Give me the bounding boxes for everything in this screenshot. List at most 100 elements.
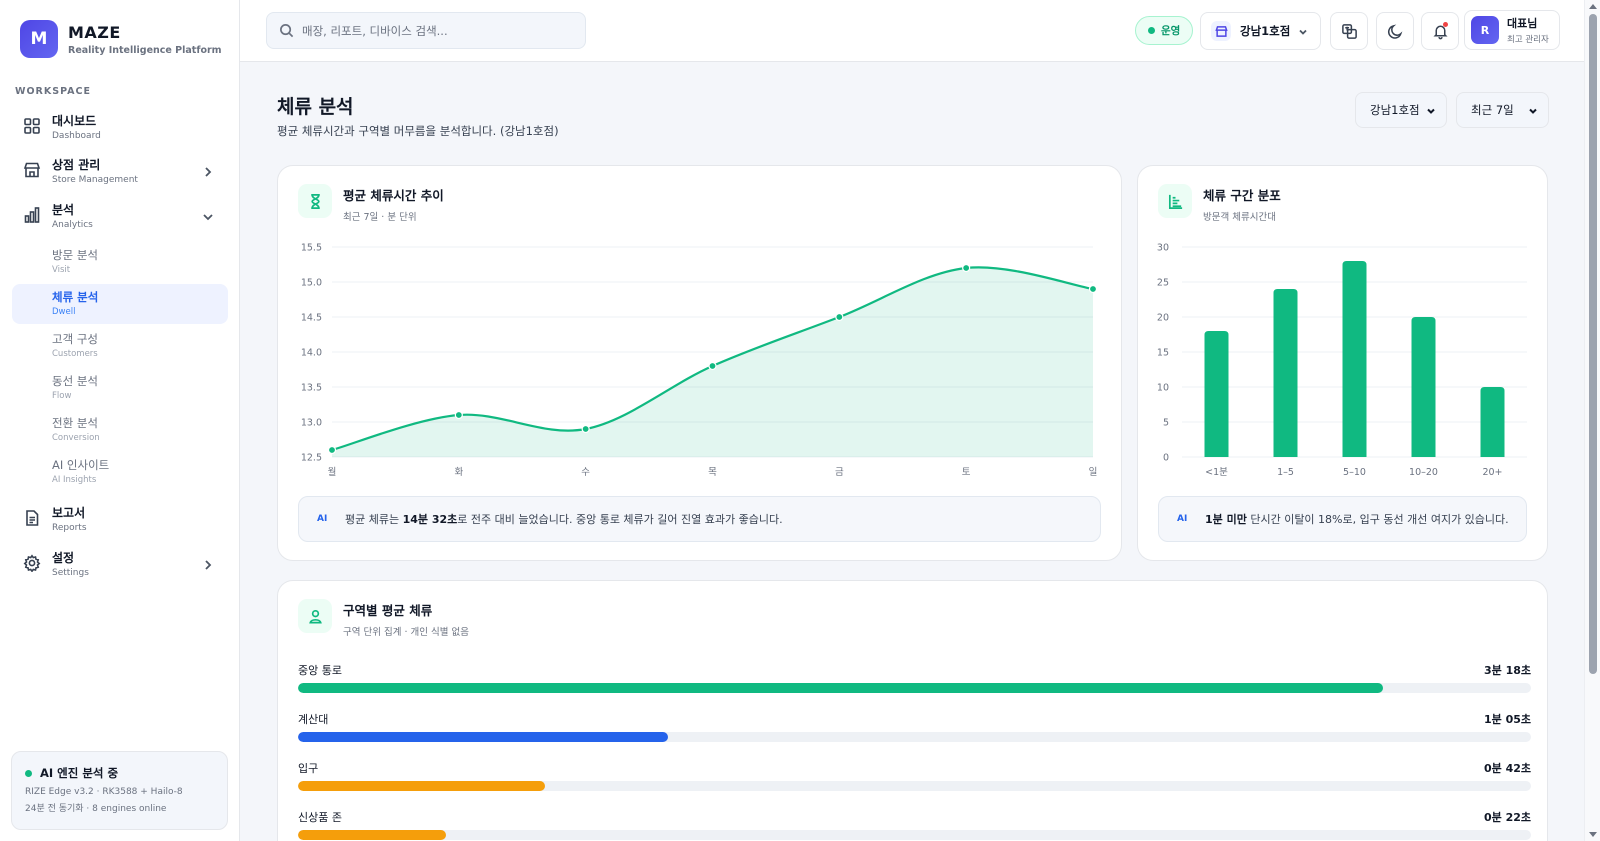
zone-dwell-card: 구역별 평균 체류 구역 단위 집계 · 개인 식별 없음 중앙 통로 3분 18… bbox=[277, 580, 1548, 841]
nav-title: 대시보드 bbox=[52, 113, 97, 128]
data-point bbox=[581, 424, 590, 434]
x-tick-label: 10–20 bbox=[1409, 467, 1438, 478]
nav-subtitle: Reports bbox=[52, 522, 87, 533]
subitem-subtitle: Dwell bbox=[52, 307, 76, 317]
data-point bbox=[708, 361, 717, 371]
y-tick-label: 12.5 bbox=[301, 453, 322, 464]
avatar: R bbox=[1471, 16, 1499, 44]
zone-row: 계산대 1분 05초 bbox=[298, 711, 1531, 742]
dwell-trend-chart: 12.5 13.0 13.5 14.0 14.5 15.0 15.5 월 화 수 목 금 토 일 bbox=[301, 243, 1098, 479]
hourglass-icon bbox=[298, 184, 332, 218]
ai-insight-banner: AI 평균 체류는 14분 32초로 전주 대비 늘었습니다. 중앙 통로 체류… bbox=[298, 496, 1101, 542]
bar bbox=[1342, 261, 1367, 457]
user-name: 대표님 bbox=[1507, 17, 1538, 30]
ai-insight-banner: AI 1분 미만 단시간 이탈이 18%로, 입구 동선 개선 여지가 있습니다… bbox=[1158, 496, 1527, 542]
card-subtitle: 방문객 체류시간대 bbox=[1203, 212, 1276, 223]
dark-mode-toggle[interactable] bbox=[1376, 12, 1414, 50]
ai-badge: AI bbox=[1177, 514, 1188, 524]
data-point bbox=[962, 263, 971, 273]
status-dot-icon bbox=[25, 769, 32, 777]
y-tick-label: 15 bbox=[1157, 348, 1169, 359]
nav-subtitle: Dashboard bbox=[52, 130, 101, 141]
insight-text-post: 단시간 이탈이 18%로, 입구 동선 개선 여지가 있습니다. bbox=[1246, 513, 1509, 526]
brand-tagline: Reality Intelligence Platform bbox=[68, 44, 222, 56]
sidebar-subitem-visit[interactable]: 방문 분석 Visit bbox=[12, 242, 228, 282]
y-tick-label: 25 bbox=[1157, 278, 1169, 289]
scroll-thumb[interactable] bbox=[1589, 14, 1597, 674]
workspace-label: WORKSPACE bbox=[15, 86, 91, 97]
translate-button[interactable] bbox=[1330, 12, 1368, 50]
subitem-title: AI 인사이트 bbox=[52, 458, 110, 472]
sidebar-item-store-management[interactable]: 상점 관리 Store Management bbox=[12, 151, 228, 189]
dwell-distribution-chart: 0 5 10 15 20 25 30 <1분 1–5 5–10 10–20 20+ bbox=[1157, 243, 1527, 478]
zone-value: 0분 42초 bbox=[1483, 762, 1531, 775]
store-name: 강남1호점 bbox=[1240, 24, 1291, 38]
scroll-down-arrow-icon[interactable] bbox=[1589, 832, 1597, 837]
card-title: 구역별 평균 체류 bbox=[343, 603, 433, 618]
x-tick-label: <1분 bbox=[1205, 467, 1228, 478]
x-tick-label: 1–5 bbox=[1277, 467, 1294, 478]
sidebar-subitem-ai-insights[interactable]: AI 인사이트 AI Insights bbox=[12, 452, 228, 492]
grid-icon bbox=[23, 117, 41, 135]
bar bbox=[1480, 387, 1505, 457]
chevron-down-icon bbox=[202, 208, 214, 221]
search-bar[interactable] bbox=[266, 12, 586, 49]
subitem-title: 방문 분석 bbox=[52, 248, 98, 262]
search-input[interactable] bbox=[302, 23, 572, 38]
x-tick-label: 금 bbox=[835, 467, 844, 478]
scroll-up-arrow-icon[interactable] bbox=[1589, 4, 1597, 9]
zone-bar-track bbox=[298, 732, 1531, 742]
sidebar-subitem-dwell[interactable]: 체류 분석 Dwell bbox=[12, 284, 228, 324]
zone-value: 3분 18초 bbox=[1483, 664, 1531, 677]
sidebar-subitem-customers[interactable]: 고객 구성 Customers bbox=[12, 326, 228, 366]
zone-row: 신상품 존 0분 22초 bbox=[298, 809, 1531, 840]
zone-bar-fill bbox=[298, 683, 1384, 693]
brand[interactable]: M MAZE Reality Intelligence Platform bbox=[20, 20, 222, 58]
top-header: 운영 강남1호점 R 대표님 최고 관리자 bbox=[240, 0, 1584, 62]
subitem-subtitle: AI Insights bbox=[52, 475, 97, 485]
sidebar-item-settings[interactable]: 설정 Settings bbox=[12, 544, 228, 582]
y-tick-label: 13.0 bbox=[301, 418, 322, 429]
x-tick-label: 수 bbox=[581, 467, 590, 478]
y-tick-label: 14.5 bbox=[301, 313, 322, 324]
zone-row: 입구 0분 42초 bbox=[298, 760, 1531, 791]
store-filter-dropdown[interactable]: 강남1호점 bbox=[1355, 92, 1447, 128]
zone-bar-track bbox=[298, 830, 1531, 840]
sidebar-item-dashboard[interactable]: 대시보드 Dashboard bbox=[12, 107, 228, 145]
store-filter-value: 강남1호점 bbox=[1370, 103, 1420, 117]
x-tick-label: 토 bbox=[962, 467, 971, 478]
bar bbox=[1411, 317, 1436, 457]
insight-text: 평균 체류는 14분 32초로 전주 대비 늘었습니다. 중앙 통로 체류가 길… bbox=[345, 511, 783, 527]
user-menu[interactable]: R 대표님 최고 관리자 bbox=[1464, 10, 1560, 50]
store-selector[interactable]: 강남1호점 bbox=[1200, 12, 1321, 50]
bell-icon bbox=[1432, 25, 1448, 39]
ai-badge: AI bbox=[317, 514, 328, 524]
nav-subtitle: Settings bbox=[52, 567, 89, 578]
person-pin-icon bbox=[298, 599, 332, 633]
sidebar-item-reports[interactable]: 보고서 Reports bbox=[12, 499, 228, 537]
notifications-button[interactable] bbox=[1421, 12, 1459, 50]
data-point bbox=[835, 312, 844, 322]
nav-title: 설정 bbox=[52, 550, 75, 565]
status-badge: 운영 bbox=[1135, 16, 1194, 45]
brand-name: MAZE bbox=[68, 22, 121, 42]
user-role: 최고 관리자 bbox=[1507, 35, 1549, 45]
sidebar-subitem-conversion[interactable]: 전환 분석 Conversion bbox=[12, 410, 228, 450]
nav-title: 상점 관리 bbox=[52, 157, 101, 172]
chevron-right-icon bbox=[202, 163, 214, 177]
subitem-subtitle: Flow bbox=[52, 391, 72, 401]
data-point bbox=[327, 445, 337, 455]
scrollbar[interactable] bbox=[1584, 0, 1600, 841]
insight-highlight: 14분 32초 bbox=[402, 513, 458, 526]
chevron-down-icon bbox=[1298, 22, 1308, 41]
subitem-title: 동선 분석 bbox=[52, 374, 98, 388]
sidebar-subitem-flow[interactable]: 동선 분석 Flow bbox=[12, 368, 228, 408]
status-text: 운영 bbox=[1161, 25, 1181, 37]
sidebar-item-analytics[interactable]: 분석 Analytics bbox=[12, 196, 228, 234]
period-filter-value: 최근 7일 bbox=[1471, 103, 1514, 117]
zone-label: 입구 bbox=[298, 762, 319, 775]
period-filter-dropdown[interactable]: 최근 7일 bbox=[1456, 92, 1549, 128]
subitem-title: 체류 분석 bbox=[52, 290, 99, 304]
y-tick-label: 15.0 bbox=[301, 278, 322, 289]
y-tick-label: 20 bbox=[1157, 313, 1169, 324]
